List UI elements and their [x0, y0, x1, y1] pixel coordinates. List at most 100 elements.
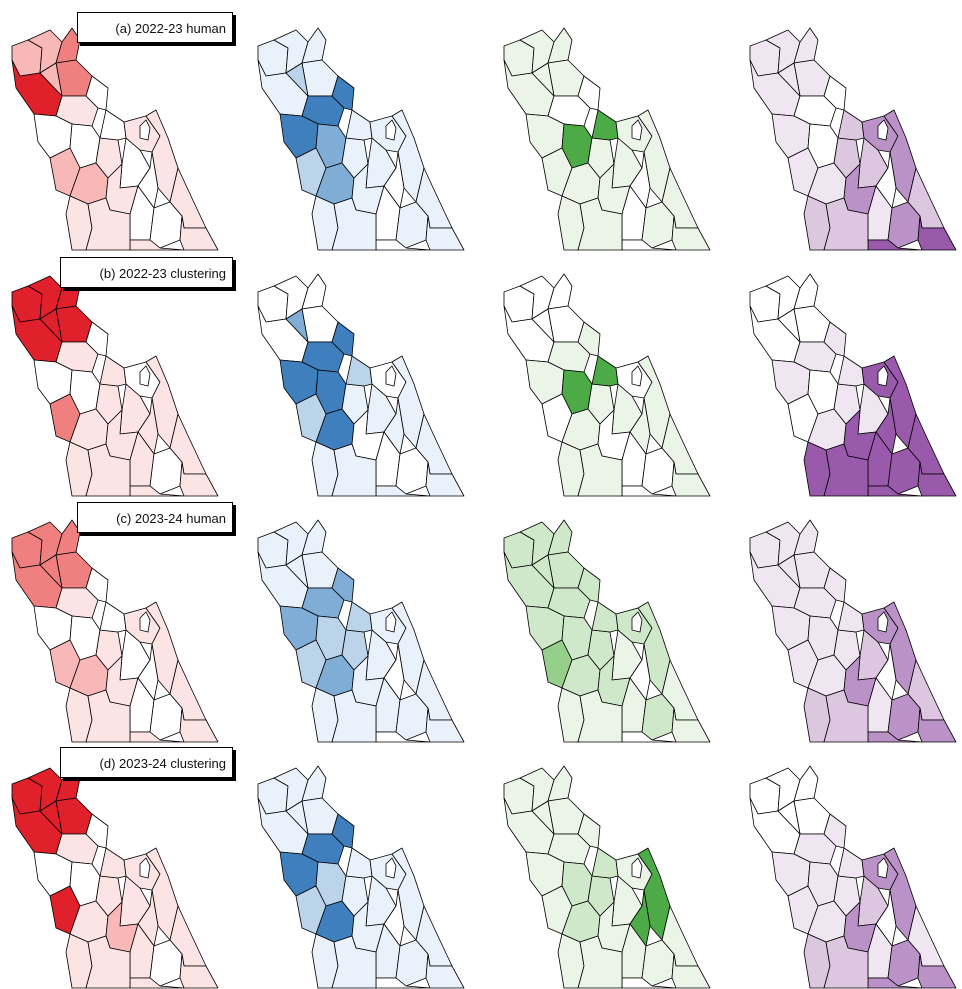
region-19 [383, 397, 405, 455]
region-23 [917, 461, 957, 497]
region-23 [917, 953, 957, 989]
region-26 [577, 935, 623, 989]
region-13 [587, 137, 615, 179]
region-8 [331, 567, 355, 603]
region-6 [531, 554, 555, 589]
region-26 [85, 197, 131, 251]
map-panel-r1-c1 [11, 27, 219, 251]
region-13 [95, 629, 123, 671]
region-8 [577, 567, 601, 603]
region-23 [179, 953, 219, 989]
map-panel-r1-c4 [749, 27, 957, 251]
city-enclave [385, 857, 397, 879]
region-19 [383, 889, 405, 947]
city-enclave [385, 119, 397, 141]
region-8 [85, 75, 109, 111]
region-6 [531, 800, 555, 835]
panel-label-c: (c) 2023-24 human [77, 502, 233, 533]
region-6 [285, 800, 309, 835]
region-26 [85, 689, 131, 743]
region-26 [331, 443, 377, 497]
region-8 [331, 75, 355, 111]
region-26 [823, 689, 869, 743]
region-6 [777, 62, 801, 97]
region-6 [39, 62, 63, 97]
map-panel-r2-c4 [749, 273, 957, 497]
map-panel-r4-c3 [503, 765, 711, 989]
map-panel-r2-c2 [257, 273, 465, 497]
map-panel-r2-c1 [11, 273, 219, 497]
region-3 [55, 519, 81, 556]
region-3 [793, 27, 819, 64]
region-6 [531, 308, 555, 343]
region-6 [39, 308, 63, 343]
region-13 [341, 383, 369, 425]
region-8 [577, 813, 601, 849]
region-14 [591, 601, 619, 633]
region-23 [179, 461, 219, 497]
region-6 [531, 62, 555, 97]
panel-label-a: (a) 2022-23 human [77, 12, 233, 43]
region-14 [591, 109, 619, 141]
city-enclave [877, 119, 889, 141]
region-19 [629, 643, 651, 701]
region-6 [39, 800, 63, 835]
region-19 [383, 643, 405, 701]
region-8 [331, 321, 355, 357]
region-14 [591, 355, 619, 387]
region-3 [547, 765, 573, 802]
city-enclave [385, 611, 397, 633]
region-23 [671, 461, 711, 497]
region-3 [547, 273, 573, 310]
region-13 [95, 137, 123, 179]
city-enclave [139, 857, 151, 879]
map-panel-r3-c1 [11, 519, 219, 743]
region-26 [823, 935, 869, 989]
region-26 [331, 197, 377, 251]
region-19 [137, 643, 159, 701]
region-8 [823, 567, 847, 603]
region-19 [875, 151, 897, 209]
region-3 [301, 519, 327, 556]
region-26 [331, 689, 377, 743]
region-23 [425, 707, 465, 743]
region-14 [837, 847, 865, 879]
region-8 [823, 75, 847, 111]
region-19 [629, 889, 651, 947]
map-panel-r2-c3 [503, 273, 711, 497]
city-enclave [139, 611, 151, 633]
region-3 [793, 765, 819, 802]
region-13 [341, 875, 369, 917]
region-8 [85, 567, 109, 603]
region-14 [99, 355, 127, 387]
region-13 [341, 137, 369, 179]
region-26 [823, 197, 869, 251]
region-23 [671, 953, 711, 989]
region-26 [85, 935, 131, 989]
region-6 [777, 800, 801, 835]
city-enclave [631, 857, 643, 879]
region-26 [577, 197, 623, 251]
region-3 [301, 27, 327, 64]
region-19 [629, 151, 651, 209]
region-8 [85, 321, 109, 357]
region-13 [95, 383, 123, 425]
map-panel-r4-c2 [257, 765, 465, 989]
region-14 [345, 601, 373, 633]
region-3 [547, 27, 573, 64]
region-6 [777, 308, 801, 343]
region-14 [345, 355, 373, 387]
region-26 [577, 689, 623, 743]
region-6 [777, 554, 801, 589]
region-14 [837, 601, 865, 633]
region-19 [137, 397, 159, 455]
region-6 [285, 62, 309, 97]
region-23 [179, 707, 219, 743]
map-panel-r3-c2 [257, 519, 465, 743]
region-19 [875, 643, 897, 701]
region-14 [837, 109, 865, 141]
region-13 [341, 629, 369, 671]
region-8 [823, 813, 847, 849]
region-19 [383, 151, 405, 209]
